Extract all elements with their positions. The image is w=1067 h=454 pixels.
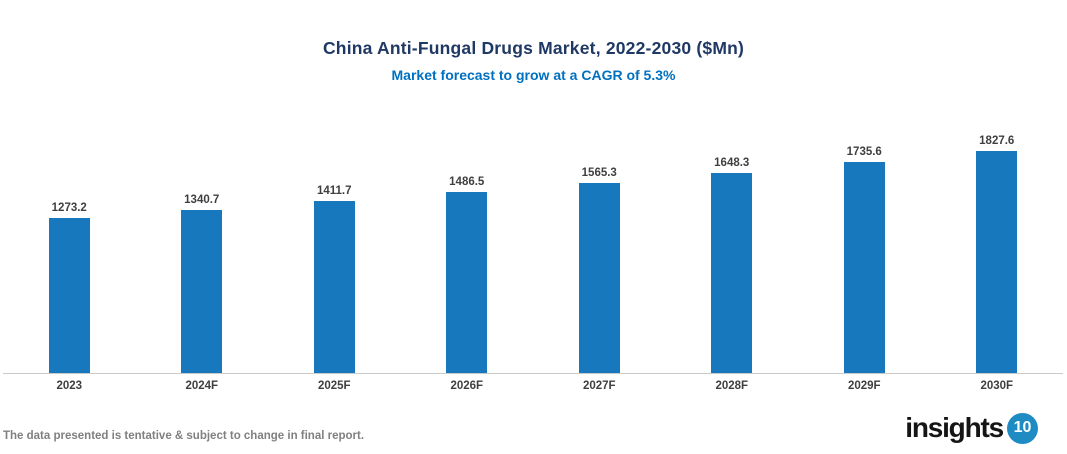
bar-value-label: 1565.3 bbox=[581, 167, 617, 179]
logo-badge-10: 10 bbox=[1007, 412, 1038, 444]
x-axis-label: 2029F bbox=[847, 380, 881, 392]
x-axis-line bbox=[3, 373, 1063, 374]
bar-chart: 1273.2 1340.7 1411.7 1486.5 1565.3 1648.3 1735… bbox=[3, 130, 1063, 392]
bar-slot: 1340.7 bbox=[136, 194, 269, 373]
bar-slot: 1648.3 bbox=[666, 157, 799, 373]
bar bbox=[578, 183, 620, 373]
bar bbox=[181, 210, 223, 373]
chart-title: China Anti-Fungal Drugs Market, 2022-203… bbox=[322, 38, 745, 58]
x-axis-labels: 2023 2024F 2025F 2026F 2027F 2028F 2029F 2030F bbox=[3, 374, 1063, 392]
bar-value-label: 1735.6 bbox=[846, 146, 882, 158]
plot-area: 1273.2 1340.7 1411.7 1486.5 1565.3 1648.3 1735… bbox=[3, 130, 1063, 373]
bar-slot: 1411.7 bbox=[268, 185, 401, 373]
bar bbox=[48, 218, 90, 373]
disclaimer-note: The data presented is tentative & subjec… bbox=[3, 430, 365, 442]
insights10-logo: insights 10 bbox=[905, 412, 1038, 444]
x-axis-label: 2026F bbox=[450, 380, 484, 392]
logo-wordmark: insights bbox=[905, 412, 1004, 443]
bar-slot: 1565.3 bbox=[533, 167, 666, 373]
bar bbox=[711, 173, 753, 373]
bar-slot: 1827.6 bbox=[931, 135, 1064, 373]
bar-value-label: 1827.6 bbox=[979, 135, 1015, 147]
bar-value-label: 1340.7 bbox=[184, 194, 220, 206]
bar-slot: 1486.5 bbox=[401, 176, 534, 373]
x-axis-label: 2028F bbox=[715, 380, 749, 392]
x-axis-label: 2027F bbox=[582, 380, 616, 392]
bar-slot: 1273.2 bbox=[3, 202, 136, 373]
bar-value-label: 1411.7 bbox=[316, 185, 352, 197]
x-axis-label: 2023 bbox=[56, 380, 83, 392]
x-axis-label: 2030F bbox=[980, 380, 1014, 392]
chart-header: China Anti-Fungal Drugs Market, 2022-203… bbox=[0, 38, 1067, 83]
bar-value-label: 1486.5 bbox=[449, 176, 485, 188]
bar-value-label: 1648.3 bbox=[714, 157, 750, 169]
x-axis-label: 2025F bbox=[317, 380, 351, 392]
bar bbox=[976, 151, 1018, 373]
chart-subtitle: Market forecast to grow at a CAGR of 5.3… bbox=[391, 67, 676, 83]
x-axis-label: 2024F bbox=[185, 380, 219, 392]
bar-value-label: 1273.2 bbox=[51, 202, 87, 214]
bar-slot: 1735.6 bbox=[798, 146, 931, 373]
bar bbox=[843, 162, 885, 373]
bar bbox=[313, 201, 355, 373]
bar bbox=[446, 192, 488, 373]
